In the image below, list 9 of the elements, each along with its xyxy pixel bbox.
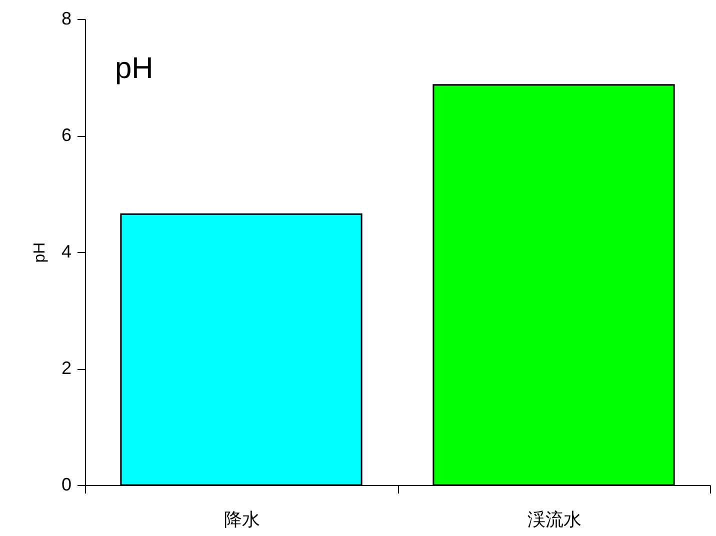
y-tick-label: 2 — [61, 358, 72, 378]
x-tick-label: 渓流水 — [527, 510, 582, 530]
x-tick-label: 降水 — [224, 510, 260, 530]
text: pH — [115, 52, 154, 85]
y-tick-label: 4 — [61, 242, 72, 262]
y-tick-label: 0 — [61, 474, 72, 494]
y-axis-title: pH — [31, 242, 48, 263]
y-tick-label: 8 — [61, 8, 72, 28]
y-tick-label: 6 — [61, 125, 72, 145]
